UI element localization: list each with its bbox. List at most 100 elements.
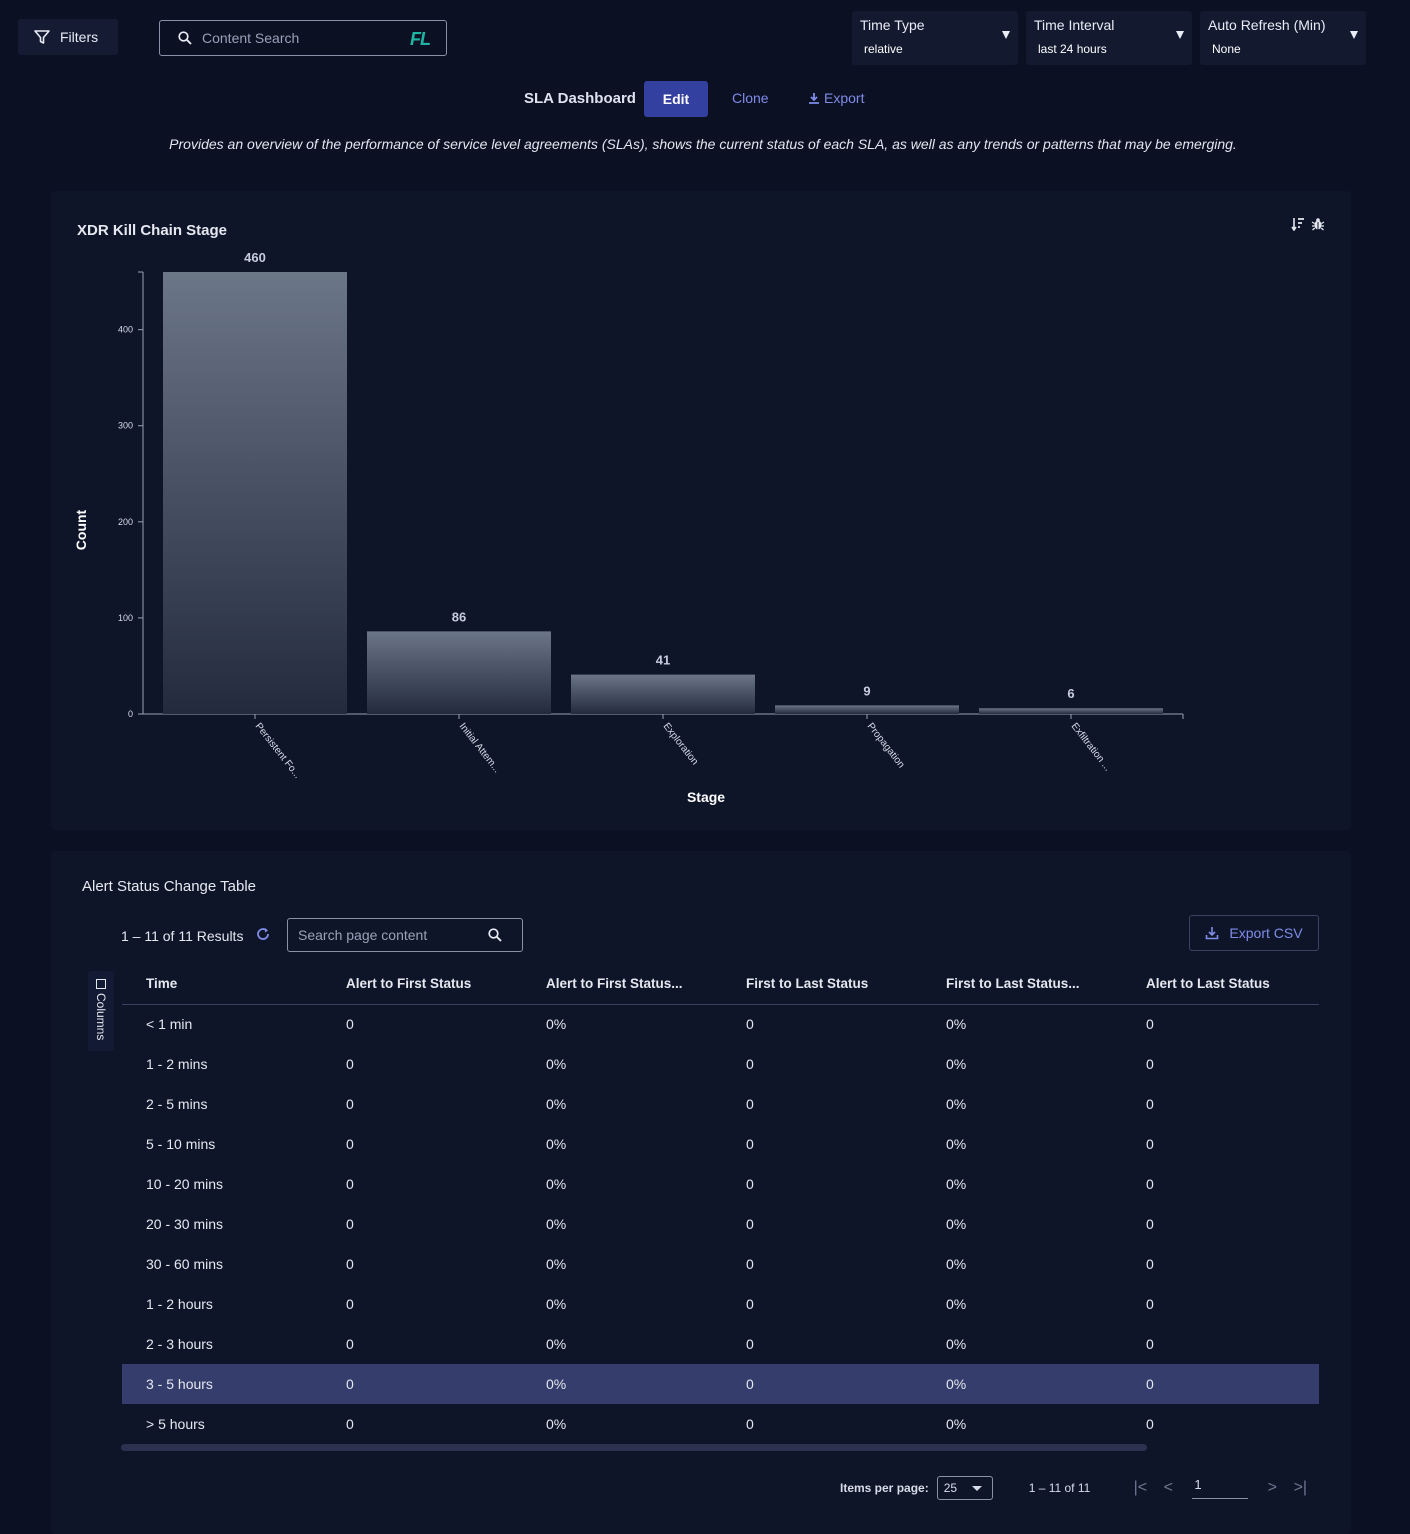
sort-icon[interactable] [1291,217,1305,231]
cell-time: 20 - 30 mins [146,1216,224,1232]
search-icon [488,928,502,942]
table-row[interactable]: 2 - 3 hours 0 0% 0 0% 0 [122,1324,1319,1364]
results-count: 1 – 11 of 11 Results [121,928,244,944]
cell-first-to-last: 0 [746,1296,754,1312]
page-size-select[interactable]: 25 [936,1476,993,1500]
cell-first-to-last-pct: 0% [946,1336,967,1352]
column-header-time[interactable]: Time [122,964,322,1005]
export-csv-button[interactable]: Export CSV [1189,915,1319,951]
table-row[interactable]: 1 - 2 hours 0 0% 0 0% 0 [122,1284,1319,1324]
cell-time: 1 - 2 mins [146,1056,208,1072]
cell-alert-to-first: 0 [346,1256,354,1272]
cell-first-to-last-pct: 0% [946,1176,967,1192]
column-header-first-to-last[interactable]: First to Last Status [722,964,922,1005]
paginator: Items per page: 25 1 – 11 of 11 |< < 1 >… [840,1473,1314,1503]
x-tick-label: Exploration [661,721,700,767]
auto-refresh-label: Auto Refresh (Min) [1208,17,1326,33]
cell-alert-to-first-pct: 0% [522,1364,722,1404]
filter-icon [34,30,50,44]
table-row[interactable]: 2 - 5 mins 0 0% 0 0% 0 [122,1084,1319,1124]
cell-alert-to-last: 0 [1122,1364,1319,1404]
auto-refresh-value: None [1212,42,1241,56]
alert-status-table: Time Alert to First Status Alert to Firs… [122,964,1319,1444]
cell-first-to-last: 0 [746,1416,754,1432]
cell-alert-to-last: 0 [1146,1096,1154,1112]
cell-first-to-last-pct: 0% [946,1416,967,1432]
cell-alert-to-first: 0 [322,1364,522,1404]
cell-alert-to-first: 0 [346,1016,354,1033]
time-type-dropdown[interactable]: Time Type relative [852,11,1018,65]
cell-alert-to-first: 0 [346,1216,354,1232]
bar[interactable] [571,674,755,714]
next-page-icon[interactable]: > [1267,1479,1277,1496]
column-header-first-to-last-pct[interactable]: First to Last Status... [922,964,1122,1005]
refresh-icon[interactable] [256,927,270,946]
cell-time: 10 - 20 mins [146,1176,224,1192]
table-row[interactable]: 10 - 20 mins 0 0% 0 0% 0 [122,1164,1319,1204]
page-size-value: 25 [943,1481,958,1495]
first-page-icon[interactable]: |< [1133,1479,1148,1496]
content-search-input[interactable]: Content Search FL [159,20,447,56]
x-tick-label: Persistent Fo... [253,721,303,781]
last-page-icon[interactable]: >| [1293,1479,1308,1496]
cell-time: 30 - 60 mins [146,1256,224,1272]
table-row[interactable]: > 5 hours 0 0% 0 0% 0 [122,1404,1319,1444]
table-row[interactable]: 3 - 5 hours 0 0% 0 0% 0 [122,1364,1319,1404]
cell-alert-to-first-pct: 0% [546,1016,567,1033]
horizontal-scrollbar[interactable] [121,1444,1147,1451]
cell-alert-to-first-pct: 0% [546,1056,567,1072]
bar-value-label: 460 [244,250,266,265]
time-interval-dropdown[interactable]: Time Interval last 24 hours [1026,11,1192,65]
table-row[interactable]: < 1 min 0 0% 0 0% 0 [122,1004,1319,1044]
export-csv-label: Export CSV [1229,925,1303,941]
column-header-alert-to-first-pct[interactable]: Alert to First Status... [522,964,722,1005]
columns-toggle[interactable]: Columns [88,971,114,1051]
download-icon [809,93,819,104]
chart-title: XDR Kill Chain Stage [77,222,228,239]
table-row[interactable]: 5 - 10 mins 0 0% 0 0% 0 [122,1124,1319,1164]
filters-button[interactable]: Filters [18,19,118,55]
cell-alert-to-first-pct: 0% [546,1416,567,1432]
columns-icon [96,979,106,989]
page-search-placeholder: Search page content [298,927,428,943]
bar[interactable] [367,631,551,714]
brand-logo: FL [410,29,431,49]
auto-refresh-dropdown[interactable]: Auto Refresh (Min) None [1200,11,1366,65]
table-row[interactable]: 1 - 2 mins 0 0% 0 0% 0 [122,1044,1319,1084]
cell-alert-to-first-pct: 0% [546,1176,567,1192]
clone-button[interactable]: Clone [732,90,769,106]
cell-time: 2 - 5 mins [146,1096,208,1112]
column-header-alert-to-first[interactable]: Alert to First Status [322,964,522,1005]
time-type-value: relative [864,42,903,56]
cell-first-to-last-pct: 0% [946,1016,967,1033]
bar-value-label: 86 [452,609,466,624]
table-panel: Alert Status Change Table 1 – 11 of 11 R… [51,851,1351,1534]
bar[interactable] [979,708,1163,714]
edit-button[interactable]: Edit [644,81,708,117]
bar[interactable] [775,705,959,714]
y-tick-label: 300 [118,421,133,431]
x-tick-label: Initial Attem... [457,721,503,775]
bug-icon[interactable] [1311,217,1325,231]
table-title: Alert Status Change Table [82,878,257,895]
y-tick-label: 400 [118,325,133,335]
cell-first-to-last-pct: 0% [946,1216,967,1232]
page-search-input[interactable]: Search page content [287,918,523,952]
column-header-alert-to-last[interactable]: Alert to Last Status [1122,964,1319,1005]
page-range-label: 1 – 11 of 11 [1028,1481,1091,1495]
export-button[interactable]: Export [808,90,864,106]
cell-time: 3 - 5 hours [122,1364,322,1404]
y-tick-label: 100 [118,613,133,623]
table-row[interactable]: 20 - 30 mins 0 0% 0 0% 0 [122,1204,1319,1244]
cell-first-to-last-pct: 0% [946,1056,967,1072]
cell-alert-to-last: 0 [1146,1416,1154,1432]
previous-page-icon[interactable]: < [1163,1479,1173,1496]
cell-first-to-last-pct: 0% [922,1364,1122,1404]
page-number-input[interactable]: 1 [1192,1477,1249,1499]
bar[interactable] [163,272,347,714]
table-row[interactable]: 30 - 60 mins 0 0% 0 0% 0 [122,1244,1319,1284]
cell-time: < 1 min [146,1016,193,1033]
cell-alert-to-first: 0 [346,1096,354,1112]
cell-alert-to-last: 0 [1146,1296,1154,1312]
cell-first-to-last: 0 [746,1176,754,1192]
